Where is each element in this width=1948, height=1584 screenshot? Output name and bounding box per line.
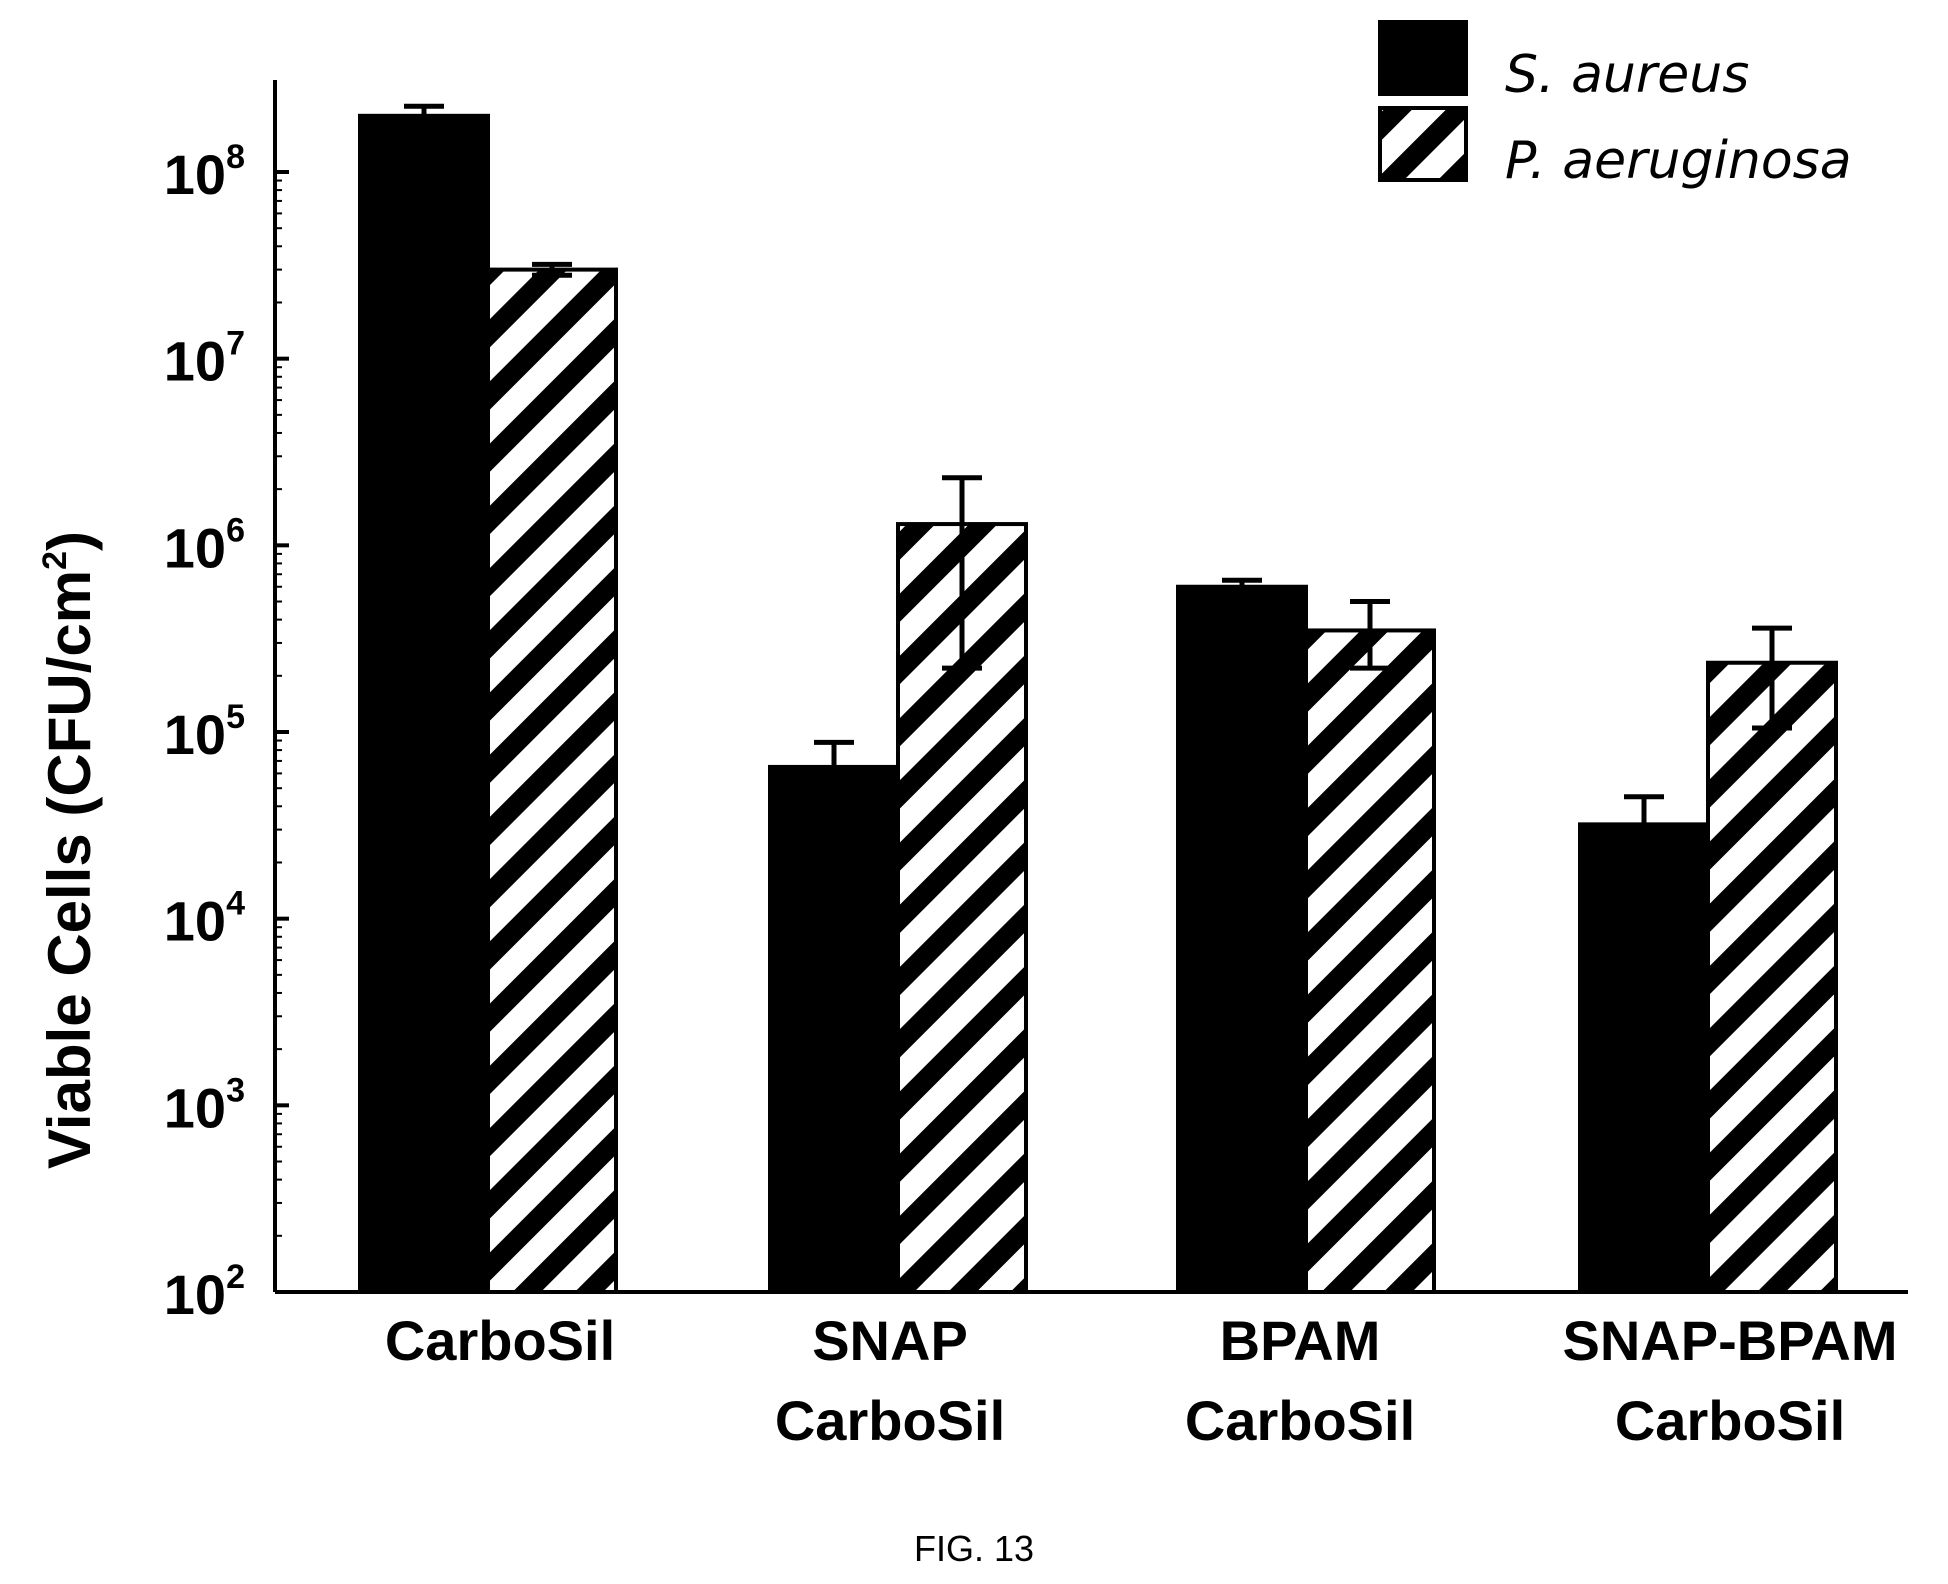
category-label-1-line2: CarboSil [775,1389,1005,1452]
legend-swatch-p-aeruginosa [1378,106,1468,182]
x-axis-categories: CarboSil SNAP CarboSil BPAM CarboSil SNAP-BPA… [385,1309,1898,1452]
bar-s-aureus-0 [358,113,490,1294]
category-label-2-line2: CarboSil [1185,1389,1415,1452]
y-tick-label: 106 [164,511,245,579]
category-label-3-line2: CarboSil [1615,1389,1845,1452]
y-tick-label: 103 [164,1071,245,1139]
y-axis-label: Viable Cells (CFU/cm2) [36,531,103,1169]
category-label-0: CarboSil [385,1309,615,1372]
category-label-3: SNAP-BPAM [1563,1309,1898,1372]
bars [358,113,1838,1295]
y-axis-ticks: 102 103 104 105 106 107 108 [164,138,289,1326]
y-tick-label: 108 [164,138,245,206]
category-label-2: BPAM [1220,1309,1381,1372]
figure-caption: FIG. 13 [913,1528,1035,1569]
y-tick-label: 104 [164,885,245,953]
y-axis-title-superscript: 2 [36,551,74,570]
legend: S. aureus P. aeruginosa [1378,20,1852,191]
y-tick-label: 102 [164,1258,245,1326]
legend-label-s-aureus: S. aureus [1505,45,1749,105]
bar-p-aeruginosa-0 [486,267,618,1295]
error-bars [404,103,1792,825]
bar-p-aeruginosa-3 [1706,660,1838,1294]
legend-swatch-s-aureus [1378,20,1468,96]
bar-p-aeruginosa-2 [1304,628,1436,1294]
legend-label-p-aeruginosa: P. aeruginosa [1505,131,1852,191]
y-axis-title: Viable Cells (CFU/cm2) [36,531,103,1169]
y-tick-label: 107 [164,325,245,393]
y-tick-label: 105 [164,698,245,766]
category-label-1: SNAP [812,1309,968,1372]
bar-s-aureus-2 [1176,584,1308,1294]
bar-s-aureus-1 [768,764,900,1294]
bar-s-aureus-3 [1578,822,1710,1294]
